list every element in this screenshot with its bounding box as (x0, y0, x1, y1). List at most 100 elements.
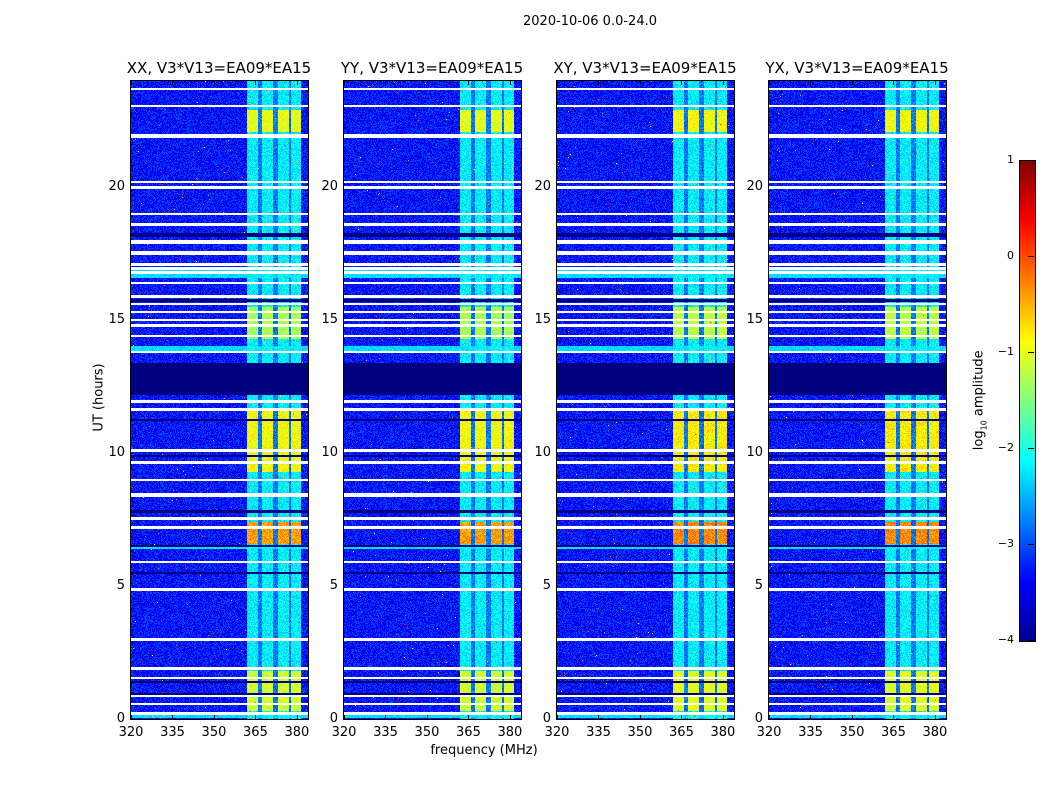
y-tick-label: 20 (108, 179, 125, 195)
heatmap-panel-2 (556, 80, 735, 720)
x-tick-mark (509, 715, 511, 719)
x-tick-mark (934, 81, 936, 85)
panel-title-0: XX, V3*V13=EA09*EA15 (126, 59, 312, 77)
x-tick-label: 350 (839, 725, 865, 740)
colorbar-tick-label: −2 (997, 441, 1014, 454)
heatmap-canvas-0 (131, 81, 308, 719)
x-tick-mark (598, 81, 600, 85)
x-axis-label: frequency (MHz) (430, 743, 538, 758)
x-tick-label: 380 (497, 725, 523, 740)
x-tick-mark (722, 81, 724, 85)
x-tick-mark (255, 715, 257, 719)
x-tick-mark (213, 81, 215, 85)
x-tick-mark (172, 81, 174, 85)
x-tick-mark (769, 715, 770, 719)
figure-title: 2020-10-06 0.0-24.0 (523, 14, 657, 29)
x-tick-mark (598, 715, 600, 719)
panel-title-3: YX, V3*V13=EA09*EA15 (765, 59, 949, 77)
x-tick-label: 365 (456, 725, 481, 740)
colorbar-tick-label: 0 (1007, 249, 1014, 262)
x-tick-mark (468, 81, 470, 85)
x-tick-label: 350 (414, 725, 440, 740)
x-tick-label: 320 (331, 725, 357, 740)
x-tick-label: 335 (160, 725, 185, 740)
x-tick-mark (722, 715, 724, 719)
y-tick-label: 5 (116, 578, 125, 594)
colorbar-tick-label: −3 (997, 537, 1014, 550)
x-tick-mark (557, 715, 558, 719)
x-tick-mark (255, 81, 257, 85)
x-tick-mark (681, 715, 683, 719)
heatmap-canvas-2 (557, 81, 734, 719)
x-tick-label: 320 (756, 725, 782, 740)
x-tick-label: 380 (284, 725, 310, 740)
x-tick-label: 335 (798, 725, 823, 740)
x-tick-label: 335 (586, 725, 611, 740)
x-tick-mark (681, 81, 683, 85)
x-tick-mark (810, 715, 812, 719)
x-tick-mark (639, 81, 641, 85)
x-tick-mark (468, 715, 470, 719)
x-tick-mark (769, 81, 770, 85)
y-tick-label: 0 (116, 711, 125, 726)
heatmap-canvas-1 (344, 81, 521, 719)
x-tick-label: 320 (544, 725, 570, 740)
x-tick-mark (296, 81, 298, 85)
colorbar-tick-mark (1028, 256, 1034, 257)
x-tick-mark (851, 715, 853, 719)
colorbar-tick-mark (1028, 544, 1034, 545)
x-tick-mark (344, 715, 345, 719)
heatmap-panel-3 (768, 80, 947, 720)
y-tick-label: 0 (329, 711, 338, 726)
colorbar-tick-mark (1028, 448, 1034, 449)
y-tick-label: 0 (754, 711, 763, 726)
colorbar (1019, 160, 1036, 642)
x-tick-mark (131, 715, 132, 719)
y-tick-label: 10 (321, 445, 338, 461)
x-tick-mark (213, 715, 215, 719)
x-tick-mark (426, 715, 428, 719)
x-tick-label: 350 (627, 725, 653, 740)
x-tick-mark (810, 81, 812, 85)
x-tick-label: 350 (201, 725, 227, 740)
y-tick-label: 15 (746, 312, 763, 328)
y-tick-label: 5 (754, 578, 763, 594)
x-tick-label: 365 (243, 725, 268, 740)
y-tick-label: 10 (108, 445, 125, 461)
panel-title-1: YY, V3*V13=EA09*EA15 (340, 59, 524, 77)
x-tick-label: 335 (373, 725, 398, 740)
colorbar-tick-mark (1028, 352, 1034, 353)
x-tick-mark (131, 81, 132, 85)
y-tick-label: 20 (534, 179, 551, 195)
x-tick-mark (385, 81, 387, 85)
panel-title-2: XY, V3*V13=EA09*EA15 (553, 59, 737, 77)
y-tick-label: 5 (329, 578, 338, 594)
heatmap-panel-1 (343, 80, 522, 720)
heatmap-canvas-3 (769, 81, 946, 719)
y-tick-label: 15 (108, 312, 125, 328)
x-tick-label: 380 (922, 725, 948, 740)
y-tick-label: 15 (321, 312, 338, 328)
y-tick-label: 0 (542, 711, 551, 726)
heatmap-panel-0 (130, 80, 309, 720)
x-tick-mark (893, 715, 895, 719)
y-tick-label: 10 (534, 445, 551, 461)
colorbar-tick-label: −1 (997, 345, 1014, 358)
y-tick-label: 15 (534, 312, 551, 328)
x-tick-mark (426, 81, 428, 85)
y-tick-label: 20 (746, 179, 763, 195)
y-axis-label: UT (hours) (91, 363, 107, 432)
colorbar-tick-mark (1028, 160, 1034, 161)
x-tick-mark (344, 81, 345, 85)
x-tick-label: 320 (118, 725, 144, 740)
y-tick-label: 20 (321, 179, 338, 195)
x-tick-mark (893, 81, 895, 85)
x-tick-mark (509, 81, 511, 85)
x-tick-mark (639, 715, 641, 719)
x-tick-mark (296, 715, 298, 719)
y-tick-label: 10 (746, 445, 763, 461)
colorbar-tick-mark (1028, 640, 1034, 641)
colorbar-tick-label: −4 (997, 633, 1014, 646)
x-tick-label: 380 (710, 725, 736, 740)
